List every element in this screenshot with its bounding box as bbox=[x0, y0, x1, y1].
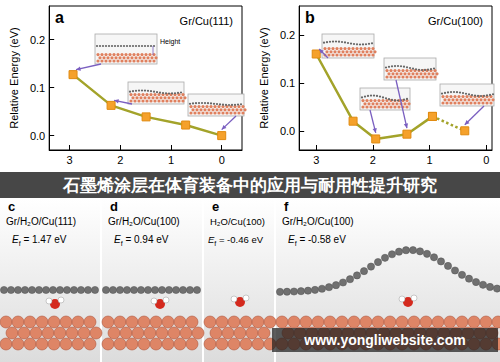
html-text:H₂O/Cu(100): H₂O/Cu(100) bbox=[210, 216, 265, 227]
svg-text:3: 3 bbox=[313, 154, 319, 166]
html-text:Ef= 1.47 eV: Ef= 1.47 eV bbox=[12, 234, 67, 247]
svg-text:0.0: 0.0 bbox=[30, 130, 45, 142]
html-text:石墨烯涂层在体育装备中的应用与耐用性提升研究: 石墨烯涂层在体育装备中的应用与耐用性提升研究 bbox=[63, 175, 437, 195]
svg-text:2: 2 bbox=[117, 154, 123, 166]
html-text:c: c bbox=[8, 199, 16, 214]
svg-text:Relative Energy (eV): Relative Energy (eV) bbox=[8, 27, 20, 129]
html-text:www.yongliwebsite.com: www.yongliwebsite.com bbox=[304, 332, 466, 348]
html-text:Gr/H₂O/Cu(100): Gr/H₂O/Cu(100) bbox=[282, 216, 354, 227]
svg-text:0.1: 0.1 bbox=[30, 82, 45, 94]
html-text:Gr/H₂O/Cu(111): Gr/H₂O/Cu(111) bbox=[6, 216, 77, 227]
html-text:Ef= -0.46 eV: Ef= -0.46 eV bbox=[208, 234, 263, 247]
svg-text:Relative Energy (eV): Relative Energy (eV) bbox=[258, 27, 270, 129]
svg-text:0: 0 bbox=[219, 154, 225, 166]
svg-text:0: 0 bbox=[483, 154, 489, 166]
html-text:f: f bbox=[284, 199, 289, 214]
html-text:e: e bbox=[212, 199, 220, 214]
svg-text:a: a bbox=[55, 9, 64, 26]
svg-text:Gr/Cu(111): Gr/Cu(111) bbox=[180, 15, 233, 27]
svg-text:1: 1 bbox=[168, 154, 174, 166]
svg-text:0.0: 0.0 bbox=[280, 125, 295, 137]
svg-text:Height: Height bbox=[160, 38, 180, 46]
svg-text:1: 1 bbox=[427, 154, 433, 166]
html-text:Gr/H₂O/Cu(100): Gr/H₂O/Cu(100) bbox=[108, 216, 180, 227]
html-text:d: d bbox=[110, 199, 118, 214]
svg-text:0.2: 0.2 bbox=[30, 34, 45, 46]
svg-text:3: 3 bbox=[66, 154, 72, 166]
svg-text:Gr/Cu(100): Gr/Cu(100) bbox=[428, 15, 483, 27]
svg-text:0.2: 0.2 bbox=[280, 29, 295, 41]
html-text:Ef= 0.94 eV: Ef= 0.94 eV bbox=[114, 234, 169, 247]
svg-text:b: b bbox=[305, 9, 315, 26]
svg-text:2: 2 bbox=[370, 154, 376, 166]
html-text:Ef= -0.58 eV: Ef= -0.58 eV bbox=[288, 234, 346, 247]
svg-text:0.1: 0.1 bbox=[280, 77, 295, 89]
